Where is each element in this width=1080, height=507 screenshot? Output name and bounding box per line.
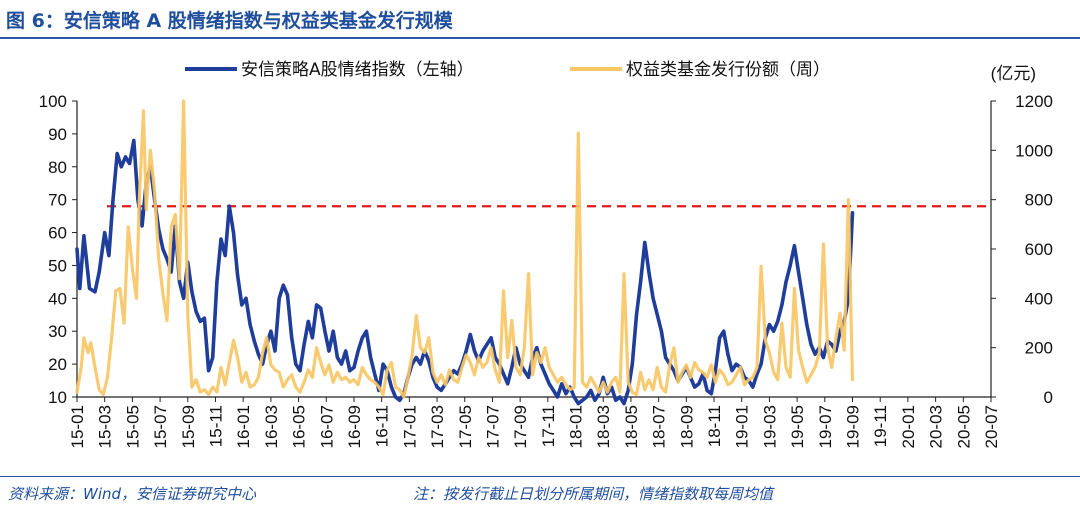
x-tick-label: 19-01 (733, 405, 752, 448)
left-tick-label: 20 (48, 355, 67, 374)
right-tick-label: 200 (1025, 339, 1053, 358)
x-tick-label: 18-01 (567, 405, 586, 448)
x-tick-label: 16-11 (373, 405, 392, 447)
x-tick-label: 18-03 (594, 405, 613, 448)
x-tick-label: 15-01 (68, 405, 87, 448)
figure-title: 图 6：安信策略 A 股情绪指数与权益类基金发行规模 (6, 10, 453, 32)
x-tick-label: 18-05 (622, 405, 641, 448)
x-tick-label: 15-07 (151, 405, 170, 448)
x-tick-label: 17-05 (456, 405, 475, 448)
x-tick-label: 15-11 (206, 405, 225, 447)
right-tick-label: 400 (1025, 289, 1053, 308)
right-tick-label: 0 (1044, 388, 1053, 407)
x-tick-label: 19-05 (788, 405, 807, 448)
left-tick-label: 40 (48, 289, 67, 308)
source-note: 资料来源：Wind，安信证券研究中心 (8, 485, 257, 503)
x-tick-label: 15-03 (96, 405, 115, 448)
x-tick-label: 17-01 (400, 405, 419, 448)
legend-label: 权益类基金发行份额（周） (626, 60, 830, 80)
left-tick-label: 90 (48, 125, 67, 144)
x-tick-label: 15-09 (179, 405, 198, 448)
left-tick-label: 10 (48, 388, 67, 407)
x-tick-label: 19-09 (844, 405, 863, 448)
x-tick-label: 19-07 (816, 405, 835, 448)
x-tick-label: 15-05 (123, 405, 142, 448)
right-tick-label: 600 (1025, 240, 1053, 259)
x-tick-label: 18-07 (650, 405, 669, 448)
x-tick-label: 19-03 (760, 405, 779, 448)
x-tick-label: 17-11 (539, 405, 558, 447)
x-tick-label: 18-09 (677, 405, 696, 448)
x-tick-label: 18-11 (705, 405, 724, 447)
x-tick-label: 19-11 (871, 405, 890, 447)
x-tick-label: 16-07 (317, 405, 336, 448)
legend-label: 安信策略A股情绪指数（左轴） (241, 60, 474, 80)
right-tick-label: 800 (1025, 191, 1053, 210)
series-layer (75, 99, 855, 406)
footer-divider (0, 476, 1080, 477)
axes-layer: 1020304050607080901000200400600800100012… (39, 64, 1053, 448)
x-tick-label: 20-03 (927, 405, 946, 448)
method-note: 注：按发行截止日划分所属期间，情绪指数取每周均值 (413, 485, 774, 503)
left-tick-label: 30 (48, 322, 67, 341)
x-tick-label: 16-09 (345, 405, 364, 448)
x-tick-label: 16-01 (234, 405, 253, 448)
x-tick-label: 20-05 (954, 405, 973, 448)
x-tick-label: 20-07 (982, 405, 1001, 448)
left-tick-label: 100 (39, 92, 67, 111)
x-tick-label: 20-01 (899, 405, 918, 448)
right-axis-unit: (亿元) (991, 64, 1036, 83)
left-tick-label: 60 (48, 224, 67, 243)
x-tick-label: 16-05 (290, 405, 309, 448)
left-tick-label: 70 (48, 191, 67, 210)
x-tick-label: 17-07 (483, 405, 502, 448)
right-tick-label: 1200 (1015, 92, 1053, 111)
x-tick-label: 17-09 (511, 405, 530, 448)
right-tick-label: 1000 (1015, 141, 1053, 160)
left-tick-label: 50 (48, 256, 67, 275)
series-line-sentiment-index (75, 138, 855, 406)
left-tick-label: 80 (48, 158, 67, 177)
series-line-fund-issuance (75, 99, 855, 399)
legend: 安信策略A股情绪指数（左轴） 权益类基金发行份额（周） (185, 60, 830, 80)
x-tick-label: 16-03 (262, 405, 281, 448)
title-divider (0, 37, 1080, 39)
x-tick-label: 17-03 (428, 405, 447, 448)
